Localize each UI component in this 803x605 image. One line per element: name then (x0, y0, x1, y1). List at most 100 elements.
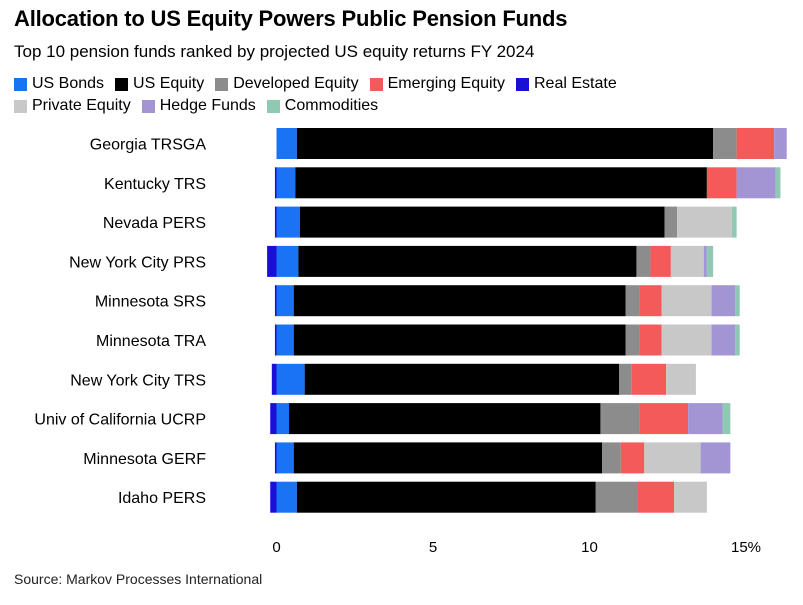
chart-subtitle: Top 10 pension funds ranked by projected… (14, 42, 535, 61)
legend-label: Commodities (284, 97, 379, 114)
legend-swatch (115, 77, 129, 91)
bar-segment-real-estate (274, 206, 277, 238)
bar-segment-developed-equity (600, 403, 640, 435)
bar-segment-us-bonds (276, 285, 294, 317)
bar-segment-commodities (722, 403, 731, 435)
bar-segment-us-equity (295, 167, 707, 199)
bar-segment-us-bonds (276, 481, 297, 513)
bar-segment-us-equity (296, 128, 714, 159)
category-label: Nevada PERS (103, 215, 206, 232)
bar-segment-commodities (775, 167, 781, 199)
bar-segment-hedge-funds (711, 285, 736, 317)
bar-segment-us-bonds (276, 128, 297, 159)
bar-segment-developed-equity (595, 481, 639, 513)
bar-segment-us-bonds (276, 403, 290, 435)
bar-segment-real-estate (271, 363, 277, 395)
x-tick-label: 15% (731, 539, 761, 556)
bar-segment-emerging-equity (639, 285, 662, 317)
bar-segment-hedge-funds (736, 167, 776, 199)
legend-label: Real Estate (534, 75, 617, 92)
bar-segment-us-bonds (276, 363, 305, 395)
category-label: New York City PRS (69, 254, 206, 271)
bar-segment-private-equity (666, 363, 696, 395)
legend-item: Private Equity (14, 97, 131, 115)
bar-segment-real-estate (274, 324, 277, 356)
bar-segment-emerging-equity (639, 324, 662, 356)
bar-segment-us-equity (293, 285, 626, 317)
bar-segment-hedge-funds (711, 324, 736, 356)
bar-segment-emerging-equity (620, 442, 645, 474)
legend-item: US Bonds (14, 75, 104, 93)
category-label: Univ of California UCRP (34, 412, 206, 429)
legend-item: Commodities (266, 97, 379, 115)
category-label: Georgia TRSGA (90, 137, 207, 154)
legend-item: Developed Equity (215, 75, 359, 93)
bar-segment-us-bonds (276, 442, 294, 474)
legend-swatch (266, 99, 280, 113)
legend-swatch (14, 77, 27, 91)
bar-segment-emerging-equity (650, 245, 671, 277)
legend-label: US Equity (133, 75, 205, 92)
bar-segment-us-equity (298, 245, 637, 277)
bar-segment-private-equity (661, 324, 712, 356)
category-label: New York City TRS (70, 372, 206, 389)
bar-segment-real-estate (267, 245, 277, 277)
category-label: Minnesota SRS (95, 294, 206, 311)
legend-label: US Bonds (32, 75, 105, 92)
bar-segment-real-estate (274, 442, 277, 474)
legend-label: Hedge Funds (159, 97, 256, 114)
category-label: Kentucky TRS (104, 176, 206, 193)
legend-swatch (141, 99, 155, 113)
legend-swatch (369, 77, 383, 91)
legend-label: Developed Equity (233, 75, 359, 92)
legend-swatch (215, 77, 229, 91)
legend-item: US Equity (115, 75, 204, 93)
bar-segment-developed-equity (625, 285, 640, 317)
bar-segment-real-estate (274, 167, 277, 199)
x-tick-label: 0 (272, 539, 280, 556)
legend-item: Real Estate (516, 75, 617, 93)
bar-segment-private-equity (674, 481, 707, 513)
bar-segment-us-equity (293, 442, 603, 474)
bar-segment-emerging-equity (638, 481, 675, 513)
bar-segment-private-equity (670, 245, 704, 277)
bar-segment-us-equity (296, 481, 596, 513)
bar-segment-hedge-funds (688, 403, 723, 435)
legend-item: Hedge Funds (141, 97, 256, 115)
bar-segment-private-equity (644, 442, 701, 474)
bar-segment-developed-equity (602, 442, 621, 474)
bar-segment-developed-equity (636, 245, 651, 277)
bar-segment-real-estate (274, 285, 277, 317)
bar-segment-hedge-funds (774, 128, 787, 159)
bar-segment-commodities (735, 285, 740, 317)
bar-segment-emerging-equity (631, 363, 667, 395)
bar-segment-us-equity (304, 363, 620, 395)
bar-segment-us-equity (293, 324, 626, 356)
category-label: Idaho PERS (118, 490, 206, 507)
x-tick-label: 10 (581, 539, 598, 556)
bar-segment-commodities (735, 324, 740, 356)
legend-row-2: Private Equity Hedge Funds Commodities (14, 97, 794, 115)
x-tick-label: 5 (429, 539, 437, 556)
bar-segment-developed-equity (625, 324, 640, 356)
bar-segment-developed-equity (619, 363, 632, 395)
bar-segment-real-estate (270, 403, 277, 435)
bar-segment-us-bonds (276, 245, 299, 277)
bar-segment-hedge-funds (700, 442, 731, 474)
bar-segment-commodities (731, 206, 737, 238)
source-note: Source: Markov Processes International (14, 571, 263, 587)
legend-row-1: US Bonds US Equity Developed Equity Emergin… (14, 75, 794, 93)
legend-swatch (14, 99, 27, 113)
bar-segment-us-equity (299, 206, 665, 238)
bar-segment-us-bonds (276, 324, 294, 356)
bar-segment-developed-equity (664, 206, 678, 238)
bar-segment-hedge-funds (703, 245, 707, 277)
bar-segment-developed-equity (713, 128, 737, 159)
bar-segment-real-estate (270, 481, 277, 513)
legend-label: Emerging Equity (387, 75, 505, 92)
bar-segment-emerging-equity (706, 167, 737, 199)
category-label: Minnesota GERF (83, 451, 206, 468)
category-label: Minnesota TRA (96, 333, 206, 350)
legend-swatch (516, 77, 529, 91)
